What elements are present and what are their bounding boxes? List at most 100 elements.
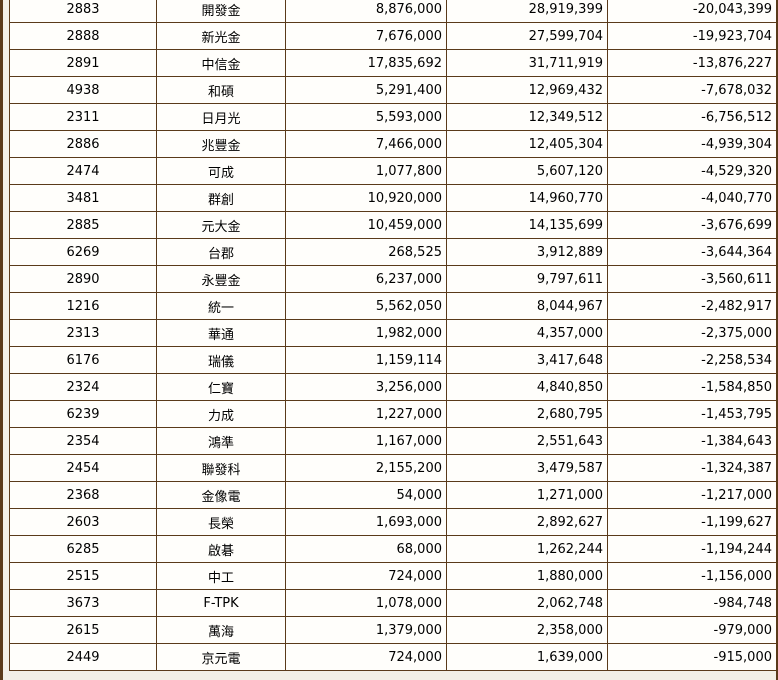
table-row: 2515 中工 724,000 1,880,000 -1,156,000: [9, 562, 777, 590]
value-b-cell: 2,680,795: [446, 400, 608, 428]
stock-name-cell: 群創: [156, 184, 286, 212]
value-b-cell: 9,797,611: [446, 265, 608, 293]
value-a-cell: 1,379,000: [285, 616, 447, 644]
stock-name-cell: 金像電: [156, 481, 286, 509]
value-a-cell: 268,525: [285, 238, 447, 266]
difference-cell: -1,199,627: [607, 508, 777, 536]
stock-code-cell: 2454: [9, 454, 157, 482]
table-row: 2615 萬海 1,379,000 2,358,000 -979,000: [9, 616, 777, 644]
value-b-cell: 1,639,000: [446, 643, 608, 671]
value-a-cell: 8,876,000: [285, 0, 447, 23]
stock-code-cell: 2886: [9, 130, 157, 158]
difference-cell: -979,000: [607, 616, 777, 644]
difference-cell: -13,876,227: [607, 49, 777, 77]
difference-cell: -1,584,850: [607, 373, 777, 401]
stock-name-cell: 瑞儀: [156, 346, 286, 374]
stock-name-cell: 開發金: [156, 0, 286, 23]
table-row: 2886 兆豐金 7,466,000 12,405,304 -4,939,304: [9, 130, 777, 158]
value-a-cell: 5,593,000: [285, 103, 447, 131]
value-a-cell: 1,077,800: [285, 157, 447, 185]
table-row: 2891 中信金 17,835,692 31,711,919 -13,876,227: [9, 49, 777, 77]
table-row: 2603 長榮 1,693,000 2,892,627 -1,199,627: [9, 508, 777, 536]
stock-code-cell: 6176: [9, 346, 157, 374]
stock-name-cell: 京元電: [156, 643, 286, 671]
value-a-cell: 7,466,000: [285, 130, 447, 158]
table-row: 2324 仁寶 3,256,000 4,840,850 -1,584,850: [9, 373, 777, 401]
table-row: 2368 金像電 54,000 1,271,000 -1,217,000: [9, 481, 777, 509]
difference-cell: -2,482,917: [607, 292, 777, 320]
table-row: 3673 F-TPK 1,078,000 2,062,748 -984,748: [9, 589, 777, 617]
value-b-cell: 3,417,648: [446, 346, 608, 374]
stock-code-cell: 2883: [9, 0, 157, 23]
stock-name-cell: 兆豐金: [156, 130, 286, 158]
stock-name-cell: 長榮: [156, 508, 286, 536]
stock-code-cell: 2324: [9, 373, 157, 401]
stock-name-cell: 華通: [156, 319, 286, 347]
stock-code-cell: 2474: [9, 157, 157, 185]
table-row: 6239 力成 1,227,000 2,680,795 -1,453,795: [9, 400, 777, 428]
value-b-cell: 14,960,770: [446, 184, 608, 212]
value-b-cell: 2,892,627: [446, 508, 608, 536]
data-table: 2883 開發金 8,876,000 28,919,399 -20,043,399 288…: [9, 0, 777, 671]
stock-code-cell: 2515: [9, 562, 157, 590]
stock-code-cell: 2888: [9, 22, 157, 50]
stock-code-cell: 6269: [9, 238, 157, 266]
difference-cell: -3,676,699: [607, 211, 777, 239]
table-row: 2449 京元電 724,000 1,639,000 -915,000: [9, 643, 777, 671]
value-a-cell: 724,000: [285, 643, 447, 671]
difference-cell: -4,040,770: [607, 184, 777, 212]
difference-cell: -1,324,387: [607, 454, 777, 482]
stock-code-cell: 2603: [9, 508, 157, 536]
value-a-cell: 7,676,000: [285, 22, 447, 50]
difference-cell: -7,678,032: [607, 76, 777, 104]
stock-name-cell: 元大金: [156, 211, 286, 239]
stock-name-cell: 聯發科: [156, 454, 286, 482]
difference-cell: -4,939,304: [607, 130, 777, 158]
stock-name-cell: 統一: [156, 292, 286, 320]
difference-cell: -984,748: [607, 589, 777, 617]
stock-name-cell: 力成: [156, 400, 286, 428]
value-a-cell: 5,291,400: [285, 76, 447, 104]
stock-code-cell: 2891: [9, 49, 157, 77]
value-b-cell: 2,062,748: [446, 589, 608, 617]
stock-code-cell: 6285: [9, 535, 157, 563]
stock-name-cell: 日月光: [156, 103, 286, 131]
value-b-cell: 8,044,967: [446, 292, 608, 320]
stock-name-cell: F-TPK: [156, 589, 286, 617]
value-b-cell: 4,357,000: [446, 319, 608, 347]
value-b-cell: 1,262,244: [446, 535, 608, 563]
difference-cell: -2,258,534: [607, 346, 777, 374]
stock-name-cell: 中工: [156, 562, 286, 590]
value-b-cell: 2,551,643: [446, 427, 608, 455]
table-row: 2888 新光金 7,676,000 27,599,704 -19,923,704: [9, 22, 777, 50]
difference-cell: -915,000: [607, 643, 777, 671]
stock-code-cell: 3673: [9, 589, 157, 617]
value-a-cell: 1,167,000: [285, 427, 447, 455]
stock-name-cell: 鴻準: [156, 427, 286, 455]
table-row: 2354 鴻準 1,167,000 2,551,643 -1,384,643: [9, 427, 777, 455]
difference-cell: -1,194,244: [607, 535, 777, 563]
table-row: 2890 永豐金 6,237,000 9,797,611 -3,560,611: [9, 265, 777, 293]
table-row: 2885 元大金 10,459,000 14,135,699 -3,676,699: [9, 211, 777, 239]
table-row: 6176 瑞儀 1,159,114 3,417,648 -2,258,534: [9, 346, 777, 374]
value-b-cell: 14,135,699: [446, 211, 608, 239]
value-b-cell: 28,919,399: [446, 0, 608, 23]
value-a-cell: 17,835,692: [285, 49, 447, 77]
value-a-cell: 724,000: [285, 562, 447, 590]
table-row: 3481 群創 10,920,000 14,960,770 -4,040,770: [9, 184, 777, 212]
value-a-cell: 1,693,000: [285, 508, 447, 536]
value-b-cell: 31,711,919: [446, 49, 608, 77]
value-b-cell: 5,607,120: [446, 157, 608, 185]
difference-cell: -1,217,000: [607, 481, 777, 509]
value-b-cell: 3,912,889: [446, 238, 608, 266]
value-a-cell: 1,078,000: [285, 589, 447, 617]
stock-code-cell: 1216: [9, 292, 157, 320]
stock-code-cell: 2354: [9, 427, 157, 455]
stock-code-cell: 3481: [9, 184, 157, 212]
stock-code-cell: 2885: [9, 211, 157, 239]
value-b-cell: 12,405,304: [446, 130, 608, 158]
difference-cell: -20,043,399: [607, 0, 777, 23]
value-a-cell: 3,256,000: [285, 373, 447, 401]
table-row: 2883 開發金 8,876,000 28,919,399 -20,043,399: [9, 0, 777, 23]
